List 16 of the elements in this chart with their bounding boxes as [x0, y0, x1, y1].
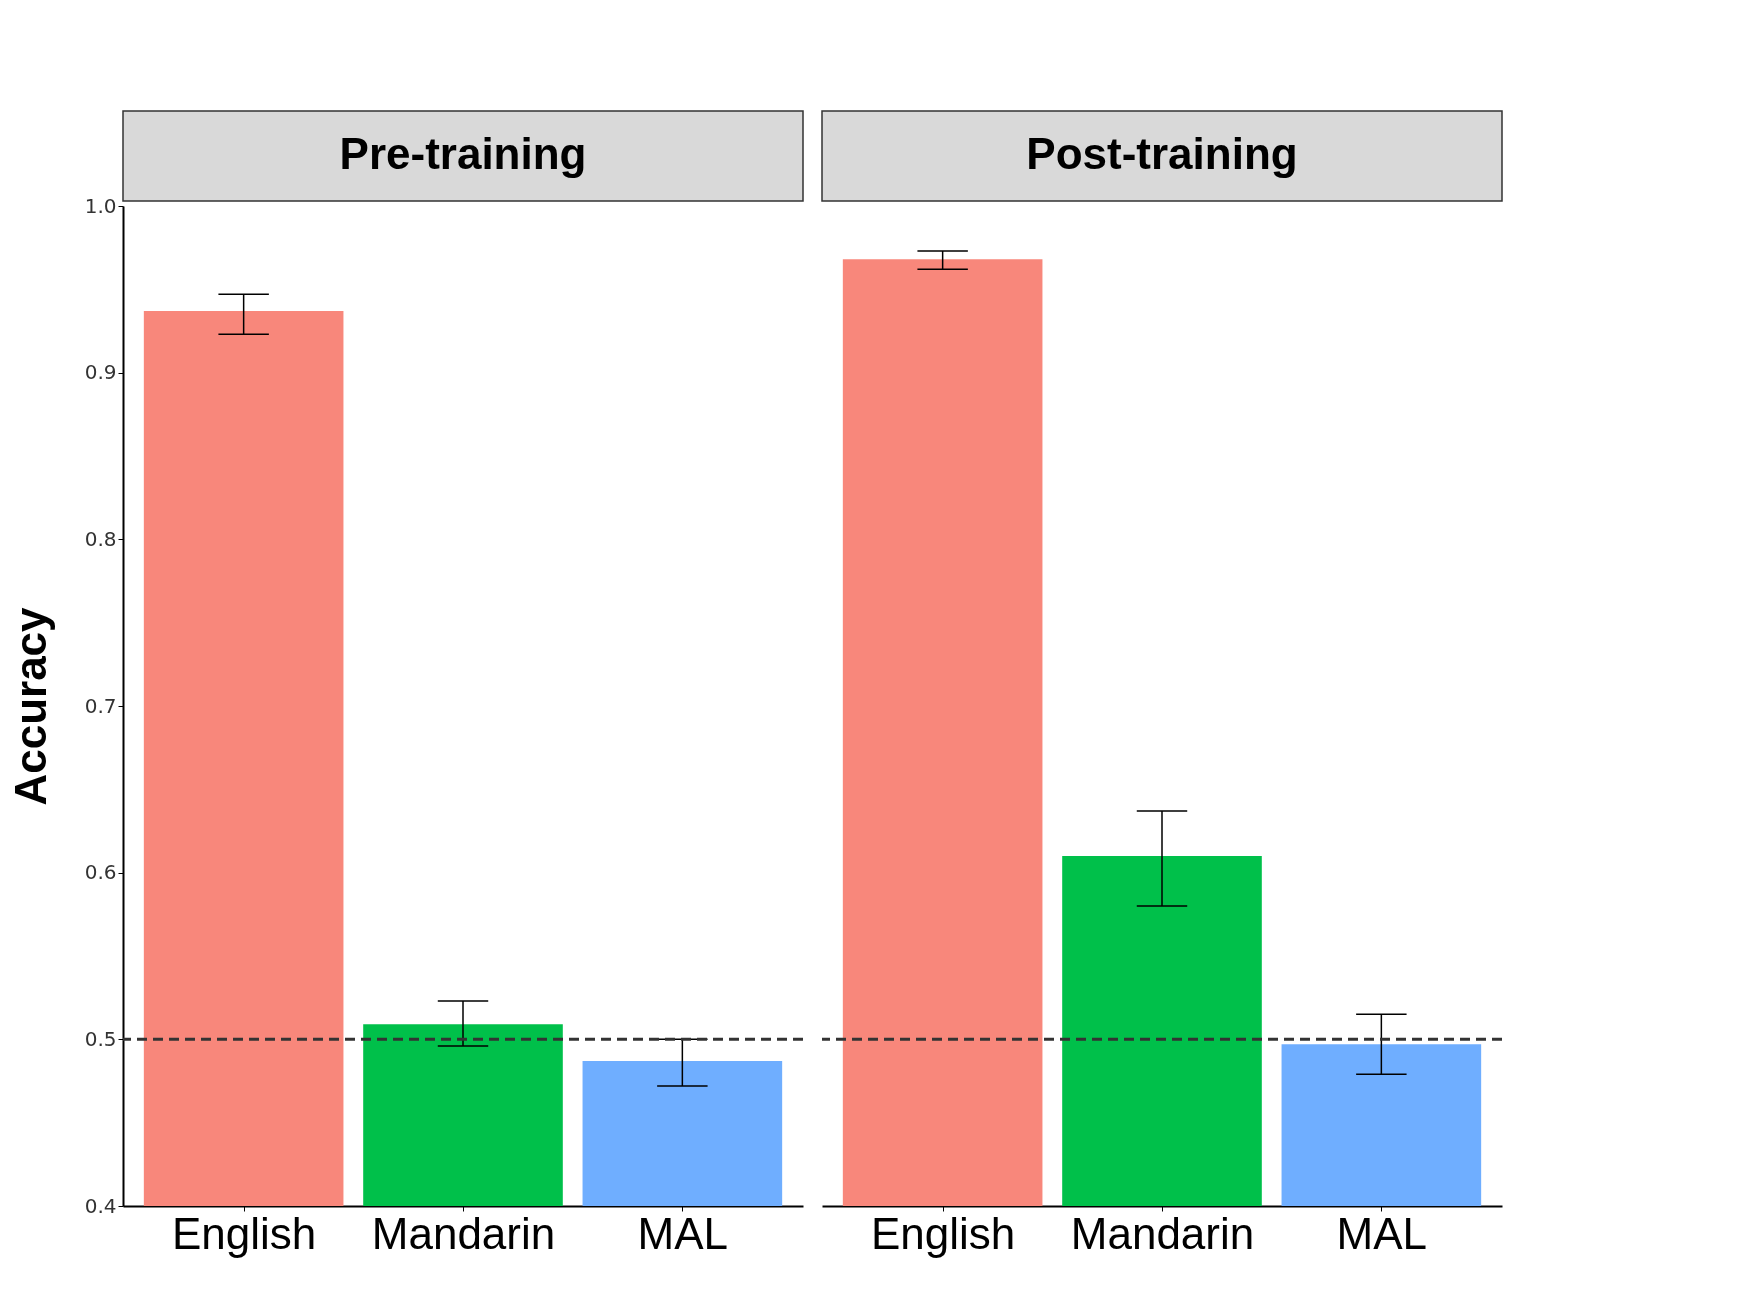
y-tick-label: 0.6	[84, 860, 117, 885]
chart-title: Pre-training	[339, 129, 587, 178]
y-tick-label: 0.9	[84, 360, 117, 385]
x-tick-label: English	[171, 1208, 317, 1258]
x-tick-label: MAL	[637, 1208, 729, 1258]
x-tick-label: Mandarin	[371, 1208, 556, 1258]
y-tick-label: 0.4	[84, 1193, 117, 1218]
x-tick-label: English	[870, 1208, 1016, 1258]
y-tick-label: 0.8	[84, 526, 117, 551]
y-axis-title: Accuracy	[5, 606, 55, 806]
y-tick-label: 0.5	[84, 1026, 117, 1051]
y-tick-label: 0.7	[84, 693, 117, 718]
x-tick-label: MAL	[1336, 1208, 1428, 1258]
x-tick-label: Mandarin	[1070, 1208, 1255, 1258]
y-tick-label: 1.0	[84, 193, 117, 218]
chart-title: Post-training	[1026, 129, 1298, 178]
